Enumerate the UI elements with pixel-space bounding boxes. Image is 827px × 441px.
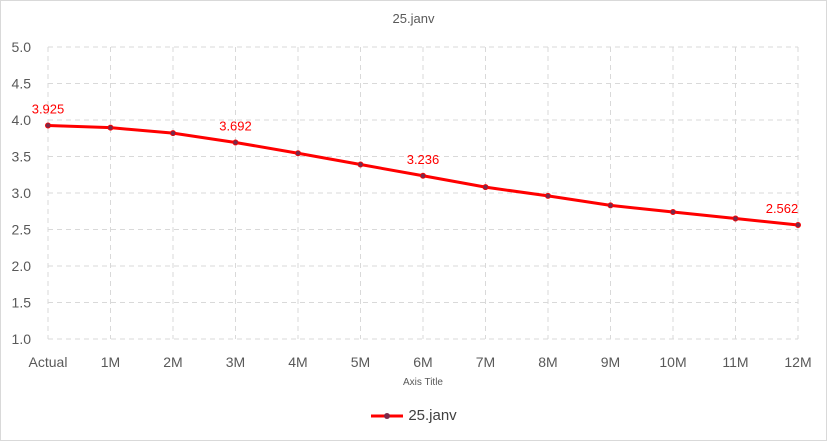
data-label: 3.925 bbox=[32, 101, 65, 116]
y-tick-label: 1.0 bbox=[12, 331, 32, 347]
x-tick-label: 1M bbox=[101, 354, 120, 370]
x-tick-label: 8M bbox=[538, 354, 557, 370]
legend: 25.janv bbox=[1, 407, 826, 424]
data-point bbox=[670, 208, 677, 215]
x-tick-label: 6M bbox=[413, 354, 432, 370]
legend-label: 25.janv bbox=[408, 407, 457, 424]
chart-title: 25.janv bbox=[392, 11, 435, 26]
x-tick-label: 11M bbox=[722, 354, 748, 370]
legend-line-marker-icon bbox=[371, 412, 404, 419]
y-tick-label: 4.5 bbox=[12, 76, 32, 92]
x-tick-label: 5M bbox=[351, 354, 370, 370]
data-point bbox=[482, 184, 489, 191]
x-tick-label: 3M bbox=[226, 354, 245, 370]
data-label: 3.692 bbox=[219, 118, 252, 133]
x-tick-label: Actual bbox=[29, 354, 68, 370]
x-axis-title: Axis Title bbox=[403, 377, 443, 388]
data-point bbox=[419, 172, 426, 179]
x-tick-label: 4M bbox=[288, 354, 307, 370]
data-point bbox=[795, 221, 802, 228]
data-point bbox=[232, 139, 239, 146]
y-tick-label: 4.0 bbox=[12, 112, 32, 128]
data-point bbox=[357, 161, 364, 168]
x-tick-label: 10M bbox=[659, 354, 686, 370]
data-point bbox=[45, 122, 52, 129]
data-point bbox=[294, 150, 301, 157]
data-point bbox=[169, 130, 176, 137]
data-point bbox=[732, 215, 739, 222]
data-label: 2.562 bbox=[766, 201, 799, 216]
x-tick-label: 7M bbox=[476, 354, 495, 370]
x-tick-label: 9M bbox=[601, 354, 620, 370]
y-tick-label: 1.5 bbox=[12, 295, 32, 311]
x-tick-label: 2M bbox=[163, 354, 182, 370]
y-tick-label: 5.0 bbox=[12, 39, 32, 55]
y-tick-label: 2.5 bbox=[12, 222, 32, 238]
y-tick-label: 3.5 bbox=[12, 149, 32, 165]
data-point bbox=[107, 124, 114, 131]
data-point bbox=[607, 202, 614, 209]
x-tick-label: 12M bbox=[784, 354, 811, 370]
data-label: 3.236 bbox=[407, 152, 440, 167]
data-point bbox=[545, 192, 552, 199]
y-tick-label: 3.0 bbox=[12, 185, 32, 201]
y-tick-label: 2.0 bbox=[12, 258, 32, 274]
